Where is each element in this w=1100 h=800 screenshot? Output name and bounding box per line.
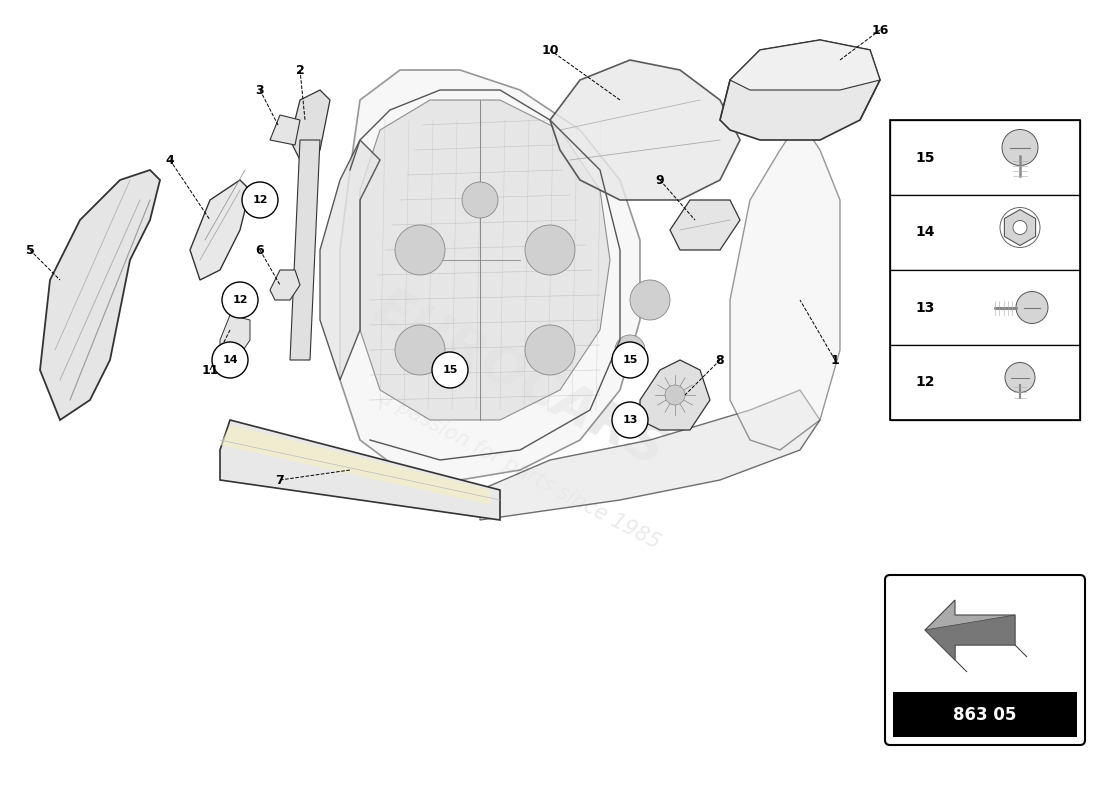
Polygon shape <box>320 140 379 380</box>
Polygon shape <box>925 615 1027 672</box>
Text: 11: 11 <box>201 363 219 377</box>
FancyBboxPatch shape <box>890 270 1080 345</box>
Text: 16: 16 <box>871 23 889 37</box>
Polygon shape <box>190 180 250 280</box>
Polygon shape <box>925 600 1015 660</box>
Circle shape <box>1005 362 1035 393</box>
Polygon shape <box>1004 210 1035 246</box>
Text: 15: 15 <box>623 355 638 365</box>
Text: EUROCARS: EUROCARS <box>365 282 674 478</box>
Text: 5: 5 <box>25 243 34 257</box>
Circle shape <box>1013 221 1027 234</box>
FancyBboxPatch shape <box>890 120 1080 195</box>
Circle shape <box>222 282 258 318</box>
Text: 12: 12 <box>915 375 935 390</box>
Text: 7: 7 <box>276 474 285 486</box>
Text: 12: 12 <box>252 195 267 205</box>
Text: 14: 14 <box>222 355 238 365</box>
Polygon shape <box>360 100 610 420</box>
Polygon shape <box>550 60 740 200</box>
FancyBboxPatch shape <box>886 575 1085 745</box>
Circle shape <box>525 325 575 375</box>
Polygon shape <box>290 140 320 360</box>
Text: 14: 14 <box>915 226 935 239</box>
Circle shape <box>395 325 446 375</box>
Text: 4: 4 <box>166 154 175 166</box>
Polygon shape <box>270 270 300 300</box>
FancyBboxPatch shape <box>890 195 1080 270</box>
Text: 12: 12 <box>232 295 248 305</box>
Circle shape <box>612 342 648 378</box>
Text: 15: 15 <box>915 150 935 165</box>
Text: 13: 13 <box>623 415 638 425</box>
Text: a passion for parts since 1985: a passion for parts since 1985 <box>376 387 663 553</box>
Polygon shape <box>40 170 159 420</box>
Text: 8: 8 <box>716 354 724 366</box>
Text: 3: 3 <box>255 83 264 97</box>
Circle shape <box>630 280 670 320</box>
FancyBboxPatch shape <box>890 345 1080 420</box>
Polygon shape <box>340 70 640 480</box>
Text: 6: 6 <box>255 243 264 257</box>
Polygon shape <box>290 90 330 160</box>
Circle shape <box>666 385 685 405</box>
Polygon shape <box>720 40 880 140</box>
Text: 13: 13 <box>915 301 934 314</box>
Circle shape <box>462 182 498 218</box>
Polygon shape <box>670 200 740 250</box>
Text: 9: 9 <box>656 174 664 186</box>
Circle shape <box>615 335 645 365</box>
Circle shape <box>242 182 278 218</box>
FancyBboxPatch shape <box>893 692 1077 737</box>
Text: 10: 10 <box>541 43 559 57</box>
Circle shape <box>1016 291 1048 323</box>
Polygon shape <box>730 40 880 90</box>
Text: 2: 2 <box>296 63 305 77</box>
Circle shape <box>212 342 248 378</box>
Polygon shape <box>730 80 840 450</box>
Text: 1: 1 <box>830 354 839 366</box>
Circle shape <box>395 225 446 275</box>
Polygon shape <box>220 425 490 505</box>
Circle shape <box>432 352 468 388</box>
Circle shape <box>1002 130 1038 166</box>
Polygon shape <box>640 360 710 430</box>
Text: 863 05: 863 05 <box>954 706 1016 724</box>
Polygon shape <box>270 115 300 145</box>
Text: 15: 15 <box>442 365 458 375</box>
Polygon shape <box>220 420 500 520</box>
Circle shape <box>525 225 575 275</box>
Polygon shape <box>220 315 250 355</box>
Polygon shape <box>480 390 820 520</box>
Circle shape <box>612 402 648 438</box>
